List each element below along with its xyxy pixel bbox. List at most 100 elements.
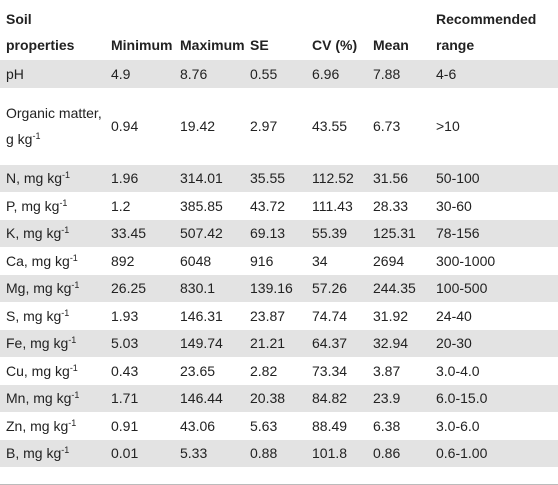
maximum-cell: 6048 [180, 252, 212, 269]
property-cell: Zn, mg kg-1 [0, 412, 105, 440]
header-mean: Mean [373, 37, 409, 53]
se-cell: 20.38 [244, 384, 306, 412]
mean-cell: 6.73 [373, 118, 401, 134]
table-row: Organic matter, g kg-1 0.94 19.42 2.97 43.55… [0, 88, 558, 165]
cv-cell: 101.8 [306, 439, 367, 467]
mean-cell: 6.38 [373, 417, 401, 434]
range-cell: 30-60 [436, 197, 472, 214]
cv-cell: 43.55 [312, 118, 348, 134]
header-se: SE [250, 37, 269, 53]
se-cell: 2.97 [250, 118, 278, 134]
minimum-cell: 1.93 [111, 307, 139, 324]
maximum-cell: 5.33 [174, 439, 244, 467]
mean-cell: 0.86 [367, 439, 430, 467]
header-soil-properties: Soil properties [6, 11, 75, 53]
property-cell: Fe, mg kg-1 [0, 329, 105, 357]
property-cell: Ca, mg kg-1 [0, 247, 105, 275]
cv-cell: 55.39 [306, 219, 367, 247]
table-row: Mg, mg kg-1 26.25 830.1 139.16 57.26 244.35 10… [0, 274, 558, 302]
se-cell: 0.55 [244, 60, 306, 88]
minimum-cell: 1.2 [111, 197, 131, 214]
property-label: Zn, mg kg [6, 417, 69, 434]
mean-cell: 23.9 [367, 384, 430, 412]
property-cell: Organic matter, g kg-1 [0, 88, 105, 165]
table-row: S, mg kg-1 1.93 146.31 23.87 74.74 31.92 24-40 [0, 302, 558, 330]
soil-properties-table: Soil properties Minimum Maximum SE CV (%)… [0, 11, 558, 467]
mean-cell: 32.94 [367, 329, 430, 357]
unit-exponent: -1 [68, 417, 77, 428]
property-cell: S, mg kg-1 [0, 302, 105, 330]
se-cell: 23.87 [250, 307, 286, 324]
se-cell: 916 [250, 252, 274, 269]
range-cell: 0.6-1.00 [430, 439, 558, 467]
se-cell: 5.63 [250, 417, 278, 434]
property-label: Fe, mg kg [6, 335, 69, 352]
range-cell: >10 [436, 118, 460, 134]
table-row: P, mg kg-1 1.2 385.85 43.72 111.43 28.33 30-60 [0, 192, 558, 220]
property-cell: K, mg kg-1 [0, 219, 105, 247]
unit-exponent: -1 [32, 131, 41, 141]
table-row: Zn, mg kg-1 0.91 43.06 5.63 88.49 6.38 3.0-6.0 [0, 412, 558, 440]
property-cell: Mg, mg kg-1 [0, 274, 105, 302]
minimum-cell: 0.91 [111, 417, 139, 434]
cv-cell: 73.34 [312, 362, 348, 379]
property-cell: pH [0, 60, 105, 88]
se-cell: 21.21 [244, 329, 306, 357]
minimum-cell: 33.45 [105, 219, 174, 247]
cv-cell: 88.49 [312, 417, 348, 434]
table-row: pH 4.9 8.76 0.55 6.96 7.88 4-6 [0, 60, 558, 88]
cv-cell: 64.37 [306, 329, 367, 357]
se-cell: 0.88 [244, 439, 306, 467]
table-body: pH 4.9 8.76 0.55 6.96 7.88 4-6 Organic matter, … [0, 60, 558, 467]
mean-cell: 3.87 [373, 362, 401, 379]
property-label: Organic matter, g kg [6, 105, 102, 147]
property-label: K, mg kg [6, 225, 62, 242]
unit-exponent: -1 [71, 280, 80, 291]
unit-exponent: -1 [61, 445, 70, 456]
property-label: N, mg kg [6, 170, 63, 187]
table-row: Mn, mg kg-1 1.71 146.44 20.38 84.82 23.9 6.0-1… [0, 384, 558, 412]
cv-cell: 84.82 [306, 384, 367, 412]
table-row: K, mg kg-1 33.45 507.42 69.13 55.39 125.31 78-… [0, 219, 558, 247]
se-cell: 139.16 [244, 274, 306, 302]
se-cell: 35.55 [244, 164, 306, 192]
range-cell: 3.0-6.0 [436, 417, 480, 434]
mean-cell: 244.35 [367, 274, 430, 302]
table-row: B, mg kg-1 0.01 5.33 0.88 101.8 0.86 0.6-1.00 [0, 439, 558, 467]
minimum-cell: 26.25 [105, 274, 174, 302]
header-recommended-range: Recommended range [436, 11, 537, 53]
table-row: Fe, mg kg-1 5.03 149.74 21.21 64.37 32.94 20-3… [0, 329, 558, 357]
maximum-cell: 19.42 [180, 118, 216, 134]
property-label: B, mg kg [6, 445, 62, 462]
se-cell: 43.72 [250, 197, 286, 214]
range-cell: 100-500 [430, 274, 558, 302]
cv-cell: 112.52 [306, 164, 367, 192]
property-label: pH [6, 65, 24, 82]
unit-exponent: -1 [61, 225, 70, 236]
range-cell: 4-6 [430, 60, 558, 88]
minimum-cell: 5.03 [105, 329, 174, 357]
header-cv: CV (%) [312, 37, 358, 53]
minimum-cell: 0.43 [111, 362, 139, 379]
property-cell: Cu, mg kg-1 [0, 357, 105, 385]
cv-cell: 57.26 [306, 274, 367, 302]
unit-exponent: -1 [71, 390, 80, 401]
unit-exponent: -1 [61, 307, 70, 318]
unit-exponent: -1 [59, 197, 68, 208]
table-row: N, mg kg-1 1.96 314.01 35.55 112.52 31.56 50-1… [0, 164, 558, 192]
minimum-cell: 4.9 [105, 60, 174, 88]
minimum-cell: 0.01 [105, 439, 174, 467]
se-cell: 69.13 [244, 219, 306, 247]
maximum-cell: 146.31 [180, 307, 223, 324]
minimum-cell: 1.71 [105, 384, 174, 412]
range-cell: 300-1000 [436, 252, 496, 269]
minimum-cell: 892 [111, 252, 135, 269]
range-cell: 24-40 [436, 307, 472, 324]
maximum-cell: 507.42 [174, 219, 244, 247]
header-minimum: Minimum [111, 37, 173, 53]
property-cell: Mn, mg kg-1 [0, 384, 105, 412]
unit-exponent: -1 [69, 252, 78, 263]
cv-cell: 34 [312, 252, 328, 269]
mean-cell: 31.92 [373, 307, 409, 324]
